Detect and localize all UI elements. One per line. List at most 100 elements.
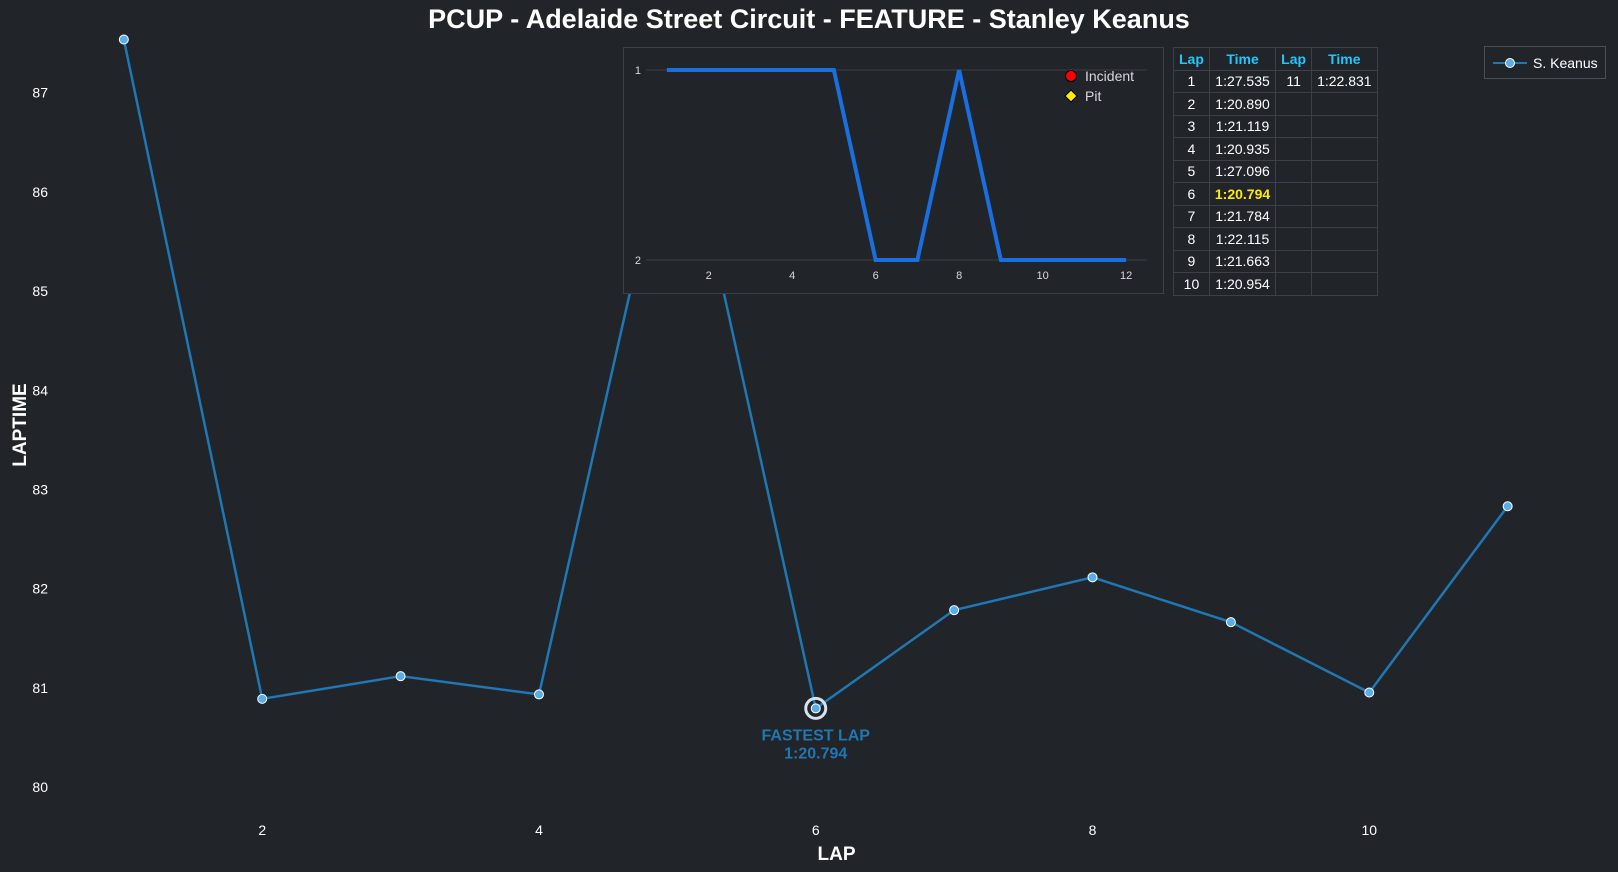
table-cell: 11 — [1275, 69, 1313, 93]
table-row: 9 1:21.663 — [1173, 249, 1378, 273]
table-cell: 7 — [1173, 204, 1210, 228]
table-cell: 1:22.115 — [1208, 227, 1277, 251]
table-cell: 1:22.831 — [1311, 69, 1378, 93]
fastest-lap-time: 1:20.794 — [784, 745, 847, 762]
table-row: 8 1:22.115 — [1173, 227, 1378, 251]
x-axis-label: LAP — [818, 844, 856, 865]
inset-x-tick-label: 10 — [1037, 270, 1049, 282]
table-row: 4 1:20.935 — [1173, 137, 1378, 161]
data-point — [533, 689, 544, 700]
table-cell — [1311, 204, 1378, 228]
x-tick-label: 10 — [1361, 822, 1377, 838]
table-row: 2 1:20.890 — [1173, 92, 1378, 116]
x-tick-label: 4 — [535, 822, 543, 838]
position-line — [666, 68, 1127, 262]
y-tick-label: 80 — [32, 779, 48, 795]
inset-x-tick-label: 6 — [873, 270, 879, 282]
table-cell — [1275, 92, 1313, 116]
table-cell: 1:20.890 — [1208, 92, 1277, 116]
table-cell: 1:20.935 — [1208, 137, 1277, 161]
table-row: 7 1:21.784 — [1173, 204, 1378, 228]
data-point — [1225, 617, 1236, 628]
table-row: 1 1:27.535 11 1:22.831 — [1173, 69, 1378, 93]
table-cell: 5 — [1173, 159, 1210, 183]
table-cell — [1311, 114, 1378, 138]
y-axis-label: LAPTIME — [10, 383, 31, 466]
table-row: 10 1:20.954 — [1173, 272, 1378, 296]
table-cell — [1275, 272, 1313, 296]
table-cell — [1311, 249, 1378, 273]
inset-legend-label: Incident — [1085, 68, 1134, 84]
incident-marker-icon — [1065, 70, 1077, 82]
table-row: 5 1:27.096 — [1173, 159, 1378, 183]
table-cell: 1:27.535 — [1208, 69, 1277, 93]
table-cell — [1311, 272, 1378, 296]
table-header-row: Lap Time Lap Time — [1173, 47, 1378, 71]
x-tick-label: 2 — [258, 822, 266, 838]
table-cell — [1275, 249, 1313, 273]
y-tick-label: 85 — [32, 283, 48, 299]
table-header-cell: Time — [1311, 47, 1378, 71]
table-row: 3 1:21.119 — [1173, 114, 1378, 138]
table-cell — [1275, 182, 1313, 206]
table-cell — [1275, 159, 1313, 183]
y-tick-label: 87 — [32, 85, 48, 101]
y-tick-label: 86 — [32, 184, 48, 200]
main-legend: S. Keanus — [1484, 46, 1606, 79]
table-cell — [1275, 114, 1313, 138]
table-cell: 8 — [1173, 227, 1210, 251]
data-point — [1364, 687, 1375, 698]
data-point — [810, 703, 821, 714]
table-cell: 1:21.663 — [1208, 249, 1277, 273]
table-cell — [1311, 227, 1378, 251]
data-point — [1087, 572, 1098, 583]
y-tick-label: 83 — [32, 482, 48, 498]
table-cell: 2 — [1173, 92, 1210, 116]
y-tick-label: 82 — [32, 581, 48, 597]
table-cell: 1:20.794 — [1208, 182, 1277, 206]
table-cell: 1:21.784 — [1208, 204, 1277, 228]
pit-marker-icon — [1064, 89, 1078, 103]
y-tick-label: 84 — [32, 382, 48, 398]
fastest-lap-label: FASTEST LAP — [762, 727, 871, 744]
table-cell: 6 — [1173, 182, 1210, 206]
table-cell: 10 — [1173, 272, 1210, 296]
inset-x-tick-label: 8 — [956, 270, 962, 282]
table-cell — [1275, 137, 1313, 161]
table-header-cell: Time — [1208, 47, 1277, 71]
table-cell — [1311, 159, 1378, 183]
inset-x-tick-label: 12 — [1120, 270, 1132, 282]
table-cell: 3 — [1173, 114, 1210, 138]
inset-x-tick-label: 2 — [706, 270, 712, 282]
inset-x-tick-label: 4 — [789, 270, 795, 282]
inset-y-tick-label: 1 — [635, 65, 641, 77]
legend-line-marker-icon — [1493, 58, 1527, 68]
table-cell — [1275, 204, 1313, 228]
data-point — [395, 671, 406, 682]
data-point — [257, 693, 268, 704]
table-cell: 4 — [1173, 137, 1210, 161]
fastest-lap-marker — [804, 696, 828, 720]
table-cell — [1311, 182, 1378, 206]
table-cell — [1311, 137, 1378, 161]
data-point — [118, 34, 129, 45]
table-cell: 1:20.954 — [1208, 272, 1277, 296]
table-cell — [1311, 92, 1378, 116]
inset-y-tick-label: 2 — [635, 255, 641, 267]
table-row: 6 1:20.794 — [1173, 182, 1378, 206]
data-point — [1502, 501, 1513, 512]
data-point — [949, 605, 960, 616]
legend-series-label: S. Keanus — [1533, 55, 1598, 71]
x-tick-label: 8 — [1089, 822, 1097, 838]
table-cell: 9 — [1173, 249, 1210, 273]
y-tick-label: 81 — [32, 680, 48, 696]
table-cell: 1 — [1173, 69, 1210, 93]
inset-legend-label: Pit — [1085, 88, 1101, 104]
table-cell: 1:27.096 — [1208, 159, 1277, 183]
table-cell: 1:21.119 — [1208, 114, 1277, 138]
table-header-cell: Lap — [1173, 47, 1210, 71]
x-tick-label: 6 — [812, 822, 820, 838]
table-header-cell: Lap — [1275, 47, 1313, 71]
